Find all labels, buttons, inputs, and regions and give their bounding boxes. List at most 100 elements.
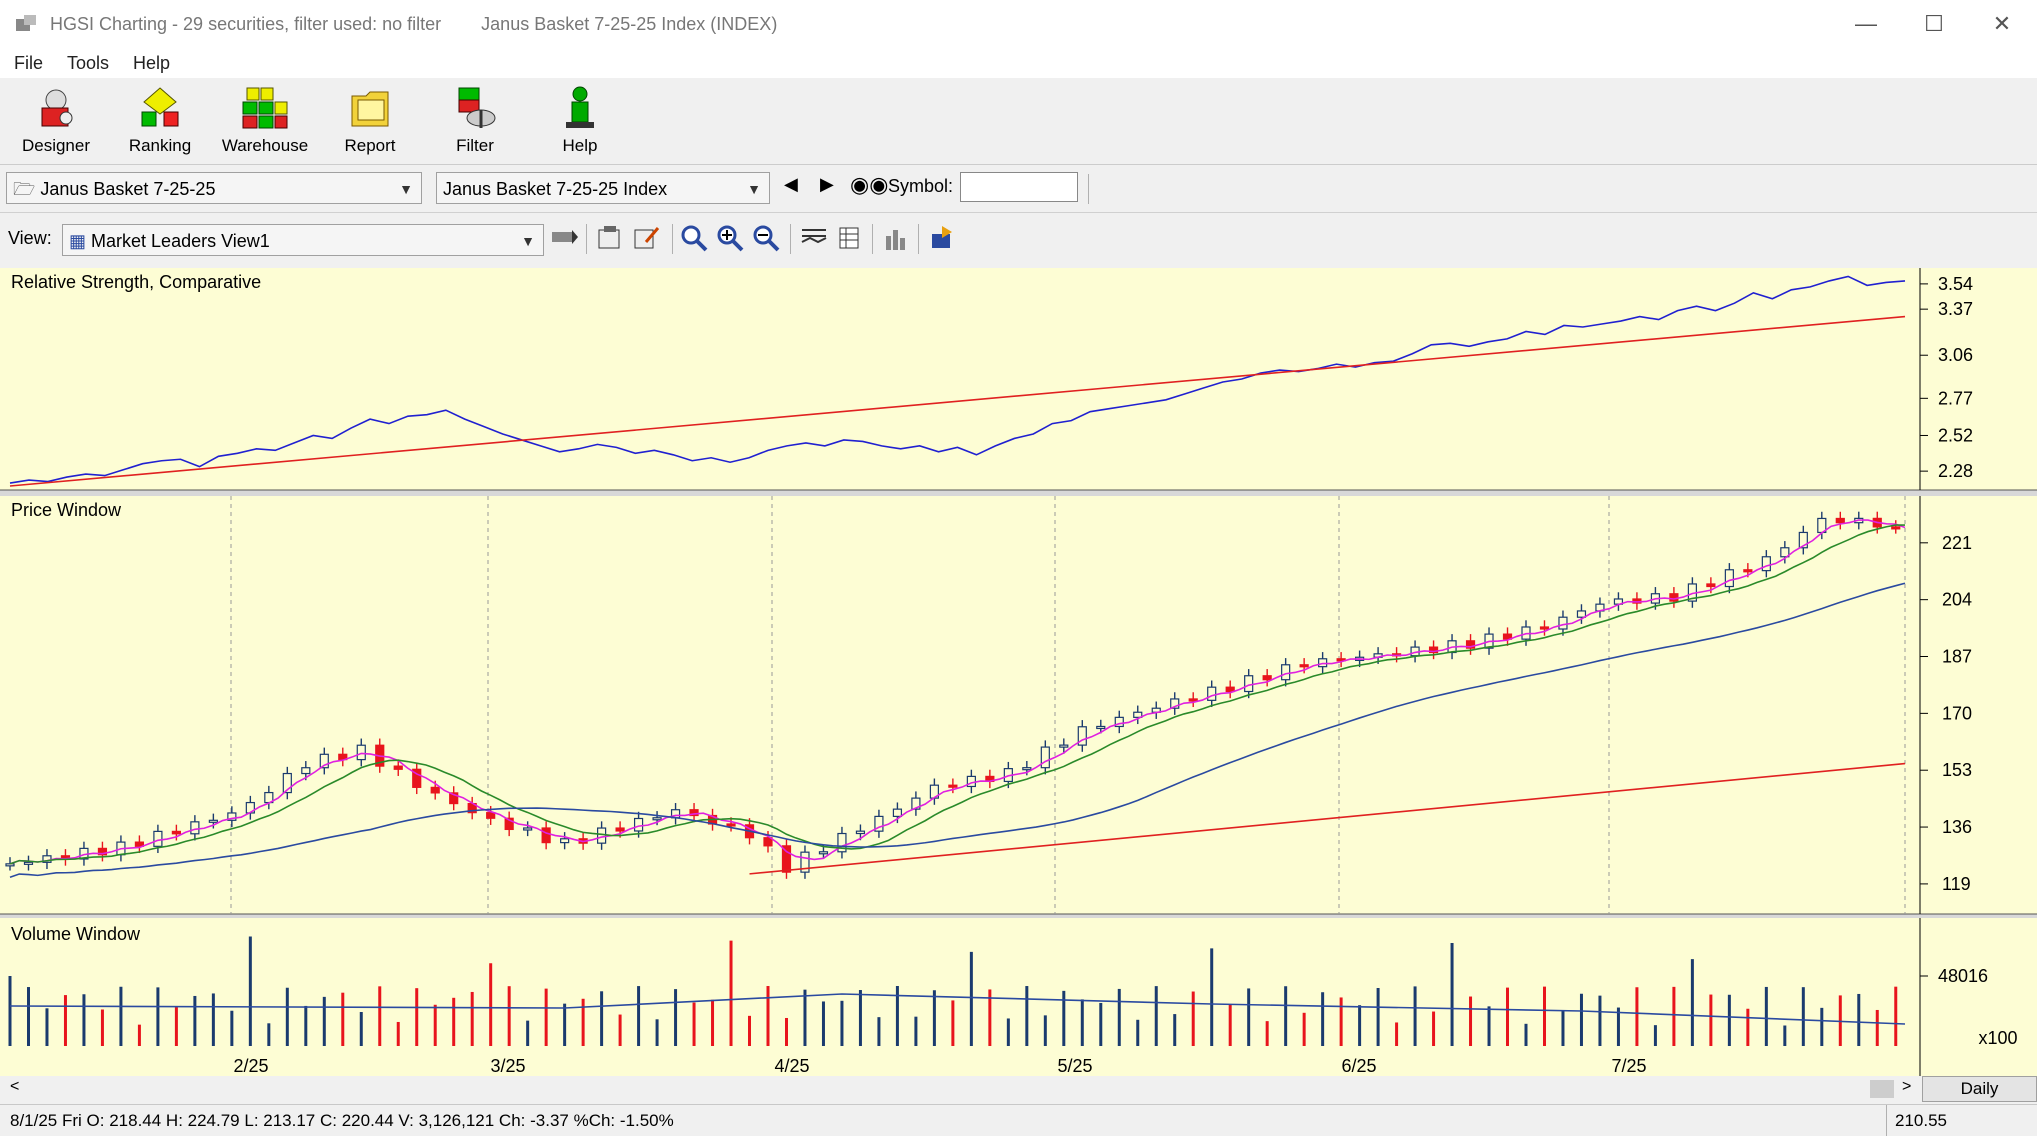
price-candle xyxy=(1133,711,1143,718)
help-button[interactable]: Help xyxy=(530,84,630,162)
filter-button[interactable]: Filter xyxy=(425,84,525,162)
binoculars-icon[interactable]: ◉◉ xyxy=(850,172,889,197)
volume-tick-label: 48016 xyxy=(1938,966,1988,986)
price-candle xyxy=(1225,686,1235,693)
price-candle xyxy=(356,744,366,761)
previous-icon[interactable]: ◀ xyxy=(784,174,798,194)
zoom-in-icon[interactable] xyxy=(716,224,744,252)
price-candle xyxy=(1798,531,1808,549)
x-tick-label: 2/25 xyxy=(233,1056,268,1076)
window-subtitle: Janus Basket 7-25-25 Index (INDEX) xyxy=(481,13,778,34)
x-tick-label: 6/25 xyxy=(1341,1056,1376,1076)
rs-tick-label: 2.28 xyxy=(1938,461,1973,481)
price-candle xyxy=(633,817,644,832)
report-button[interactable]: Report xyxy=(320,84,420,162)
menu-tools[interactable]: Tools xyxy=(67,52,110,73)
menu-help[interactable]: Help xyxy=(133,52,171,73)
scroll-right-icon[interactable]: > xyxy=(1902,1078,1912,1095)
price-candle xyxy=(1059,744,1069,748)
chart-scrollbar[interactable]: < > Daily xyxy=(0,1076,2037,1102)
close-icon[interactable]: ✕ xyxy=(1992,11,2012,36)
volume-multiplier-label: x100 xyxy=(1978,1028,2017,1048)
rs-average-line xyxy=(9,315,1906,487)
basket-select[interactable]: 🗁 Janus Basket 7-25-25 ▼ xyxy=(6,172,422,204)
price-candle xyxy=(153,830,163,847)
menu-file[interactable]: File xyxy=(14,52,44,73)
cursor-value: 210.55 xyxy=(1886,1105,1947,1136)
rs-tick-label: 3.06 xyxy=(1938,345,1973,365)
chevron-down-icon: ▼ xyxy=(521,233,535,249)
price-candle xyxy=(1040,746,1050,769)
price-candle xyxy=(319,753,329,769)
price-candle xyxy=(5,863,15,867)
price-tick-label: 204 xyxy=(1942,590,1972,610)
symbol-input[interactable] xyxy=(960,172,1078,202)
rs-tick-label: 2.77 xyxy=(1938,388,1973,408)
x-tick-label: 5/25 xyxy=(1057,1056,1092,1076)
rs-tick-label: 3.37 xyxy=(1938,299,1973,319)
price-candle xyxy=(1706,583,1716,588)
zoom-icon[interactable] xyxy=(680,224,708,252)
price-candle xyxy=(855,830,866,835)
chart-icon: ▦ xyxy=(69,231,87,251)
price-candle xyxy=(1428,646,1439,654)
scroll-left-icon[interactable]: < xyxy=(10,1078,20,1095)
period-select[interactable]: Daily xyxy=(1922,1076,2037,1102)
toolbar-separator xyxy=(790,224,791,254)
price-candle xyxy=(560,838,570,844)
folder-icon: 🗁 xyxy=(13,179,36,199)
zoom-out-icon[interactable] xyxy=(752,224,780,252)
price-candle xyxy=(1207,686,1217,701)
table-icon[interactable] xyxy=(836,224,864,252)
price-candle xyxy=(726,823,736,827)
price-candle xyxy=(1262,675,1272,681)
price-candle xyxy=(227,812,237,821)
price-candle xyxy=(486,812,496,819)
maximize-icon[interactable]: ☐ xyxy=(1924,11,1944,36)
price-candle xyxy=(393,765,403,770)
price-candle xyxy=(134,841,145,847)
price-candle xyxy=(1188,698,1198,702)
price-candle xyxy=(1299,664,1309,668)
view-select[interactable]: ▦ Market Leaders View1 ▼ xyxy=(62,224,544,256)
properties-icon[interactable] xyxy=(596,224,624,252)
pane-divider xyxy=(0,490,2037,496)
price-candle xyxy=(430,786,440,794)
price-tick-label: 170 xyxy=(1942,703,1972,723)
designer-icon xyxy=(41,89,73,127)
price-candle xyxy=(615,827,625,832)
edit-icon[interactable] xyxy=(632,224,660,252)
security-select[interactable]: Janus Basket 7-25-25 Index ▼ xyxy=(436,172,770,204)
next-icon[interactable]: ▶ xyxy=(820,174,834,194)
toolbar-separator xyxy=(918,224,919,254)
title-bar: HGSI Charting - 29 securities, filter us… xyxy=(0,0,2037,48)
price-candle xyxy=(23,861,34,865)
price-ma-short xyxy=(9,519,1906,865)
price-candle xyxy=(874,815,884,832)
help-icon xyxy=(566,86,594,128)
refresh-icon[interactable] xyxy=(928,224,956,252)
toolbar-separator xyxy=(1088,174,1089,204)
price-candle xyxy=(282,772,292,794)
chevron-down-icon: ▼ xyxy=(399,181,413,197)
scroll-thumb[interactable] xyxy=(1870,1080,1894,1098)
price-tick-label: 119 xyxy=(1942,874,1971,894)
chevron-down-icon: ▼ xyxy=(747,181,761,197)
warehouse-button[interactable]: Warehouse xyxy=(215,84,315,162)
chart-area[interactable]: 2/25 3/25 4/25 5/25 6/25 7/25 3.54 3.37 3.06 2.77… xyxy=(0,268,2037,1076)
price-candle xyxy=(689,809,699,817)
minimize-icon[interactable]: — xyxy=(1855,11,1877,36)
rs-tick-label: 2.52 xyxy=(1938,425,1973,445)
price-ma-200 xyxy=(749,762,1906,875)
ranking-button[interactable]: Ranking xyxy=(110,84,210,162)
designer-button[interactable]: Designer xyxy=(6,84,106,162)
price-candle xyxy=(504,817,514,831)
rs-tick-label: 3.54 xyxy=(1938,274,1973,294)
price-candle xyxy=(763,837,773,847)
price-candle xyxy=(1170,698,1180,709)
bar-chart-icon[interactable] xyxy=(882,224,910,252)
lines-icon[interactable] xyxy=(800,224,828,252)
view-settings-icon[interactable] xyxy=(550,224,578,252)
menu-bar: File Tools Help xyxy=(0,48,2037,78)
chart-canvas[interactable]: 2/25 3/25 4/25 5/25 6/25 7/25 3.54 3.37 3.06 2.77… xyxy=(0,268,2037,1076)
